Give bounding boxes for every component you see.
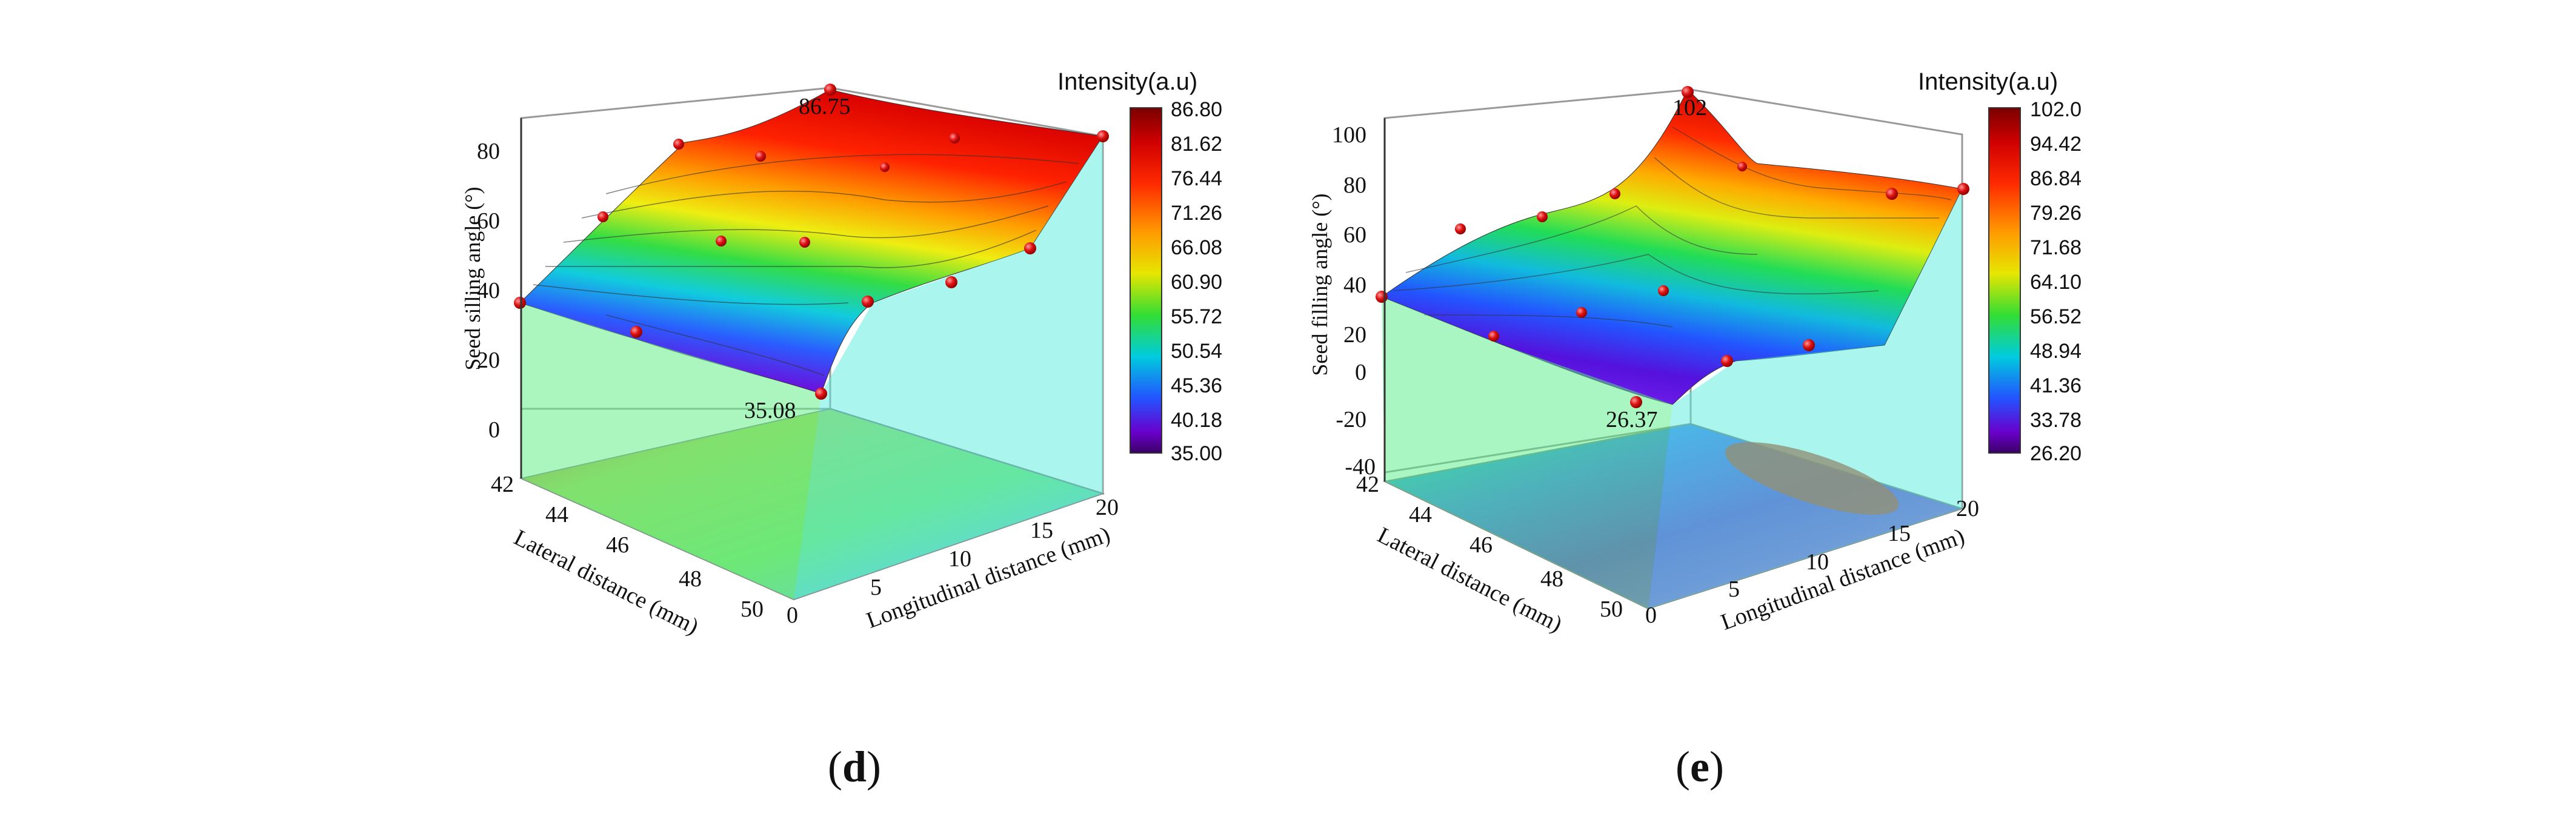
y-tick-50: 50 [741,597,764,622]
colorbar-tick: 66.08 [1171,236,1222,259]
x-tick-10: 10 [948,546,971,572]
colorbar-tick: 45.36 [1171,374,1222,397]
y-tick-46: 46 [606,532,629,558]
z-tick-80: 80 [1343,173,1366,198]
y-ticks: 42 44 46 48 50 [1356,472,1623,622]
z-ticks: 80 60 40 20 0 [477,139,500,443]
y-tick-46: 46 [1469,532,1493,558]
y-ticks: 42 44 46 48 50 [491,472,764,622]
colorbar-tick: 40.18 [1171,409,1222,432]
data-points [514,84,1109,400]
z-ticks: 100 80 60 40 20 0 -20 -40 [1332,122,1376,480]
x-tick-0: 0 [1645,603,1657,628]
z-tick-minus20: -20 [1336,407,1366,432]
y-tick-42: 42 [491,472,514,497]
y-tick-48: 48 [679,566,702,592]
colorbar-tick: 79.26 [2030,202,2082,225]
colorbar-tick: 41.36 [2030,374,2082,397]
colorbar-tick: 71.26 [1171,202,1222,225]
x-tick-5: 5 [870,575,882,600]
x-ticks: 0 5 10 15 20 [1645,496,1979,628]
colorbar-tick: 55.72 [1171,305,1222,328]
y-tick-48: 48 [1540,566,1563,592]
panel-label-d: (d) [828,742,881,791]
x-tick-15: 15 [1888,521,1911,546]
max-annotation: 102 [1672,95,1707,121]
z-tick-20: 20 [477,348,500,373]
colorbar-tick: 71.68 [2030,236,2082,259]
side-curtain-left [520,303,821,600]
colorbar-tick: 26.20 [2030,442,2082,465]
colorbar-tick: 86.80 [1171,98,1222,121]
x-tick-10: 10 [1806,549,1829,575]
colorbar-title: Intensity(a.u) [1918,68,2058,95]
z-tick-40: 40 [1343,273,1366,298]
colorbar-tick: 76.44 [1171,167,1222,190]
z-tick-20: 20 [1343,322,1366,348]
y-tick-50: 50 [1600,597,1623,622]
side-curtain-right [1648,189,1962,609]
z-tick-60: 60 [477,208,500,234]
max-annotation: 86.75 [799,94,851,119]
side-curtain-left [1382,297,1672,609]
z-tick-100: 100 [1332,122,1366,148]
contour-lines [533,154,1079,376]
colorbar-tick: 48.94 [2030,340,2082,363]
colorbar [1130,107,1162,454]
z-tick-40: 40 [477,278,500,303]
colorbar-tick: 94.42 [2030,133,2082,156]
panel-label-e: (e) [1676,742,1724,791]
x-tick-0: 0 [787,603,798,628]
chart-panel-e: 102 26.37 100 80 60 40 20 0 -20 -40 Seed… [1308,68,2082,791]
colorbar-tick: 64.10 [2030,271,2082,294]
colorbar-tick: 86.84 [2030,167,2082,190]
colorbar-tick: 81.62 [1171,133,1222,156]
min-annotation: 35.08 [744,398,796,423]
colorbar [1988,107,2021,454]
x-tick-5: 5 [1728,577,1740,602]
colorbar-tick: 60.90 [1171,271,1222,294]
contour-lines [1393,127,1952,328]
colorbar-title: Intensity(a.u) [1057,68,1197,95]
z-tick-80: 80 [477,139,500,164]
z-tick-0: 0 [488,417,500,443]
x-tick-20: 20 [1956,496,1979,521]
y-tick-42: 42 [1356,472,1379,497]
colorbar-tick: 33.78 [2030,409,2082,432]
min-annotation: 26.37 [1606,407,1658,432]
x-ticks: 0 5 10 15 20 [787,495,1119,628]
colorbar-ticks: 86.80 81.62 76.44 71.26 66.08 60.90 55.7… [1171,98,1222,465]
x-tick-15: 15 [1030,518,1053,543]
chart-panel-d: 86.75 35.08 80 60 40 20 0 Seed silling a… [461,68,1222,791]
z-axis-label: Seed silling angle (°) [461,187,485,370]
x-tick-20: 20 [1096,495,1119,520]
colorbar-tick: 102.0 [2030,98,2082,121]
y-tick-44: 44 [1409,502,1432,527]
z-axis-label: Seed filling angle (°) [1308,193,1332,375]
colorbar-tick: 56.52 [2030,305,2082,328]
colorbar-ticks: 102.0 94.42 86.84 79.26 71.68 64.10 56.5… [2030,98,2082,465]
z-tick-minus40: -40 [1345,454,1376,480]
y-tick-44: 44 [545,502,568,527]
z-tick-0: 0 [1355,360,1366,385]
z-tick-60: 60 [1343,222,1366,248]
colorbar-tick: 35.00 [1171,442,1222,465]
colorbar-tick: 50.54 [1171,340,1222,363]
